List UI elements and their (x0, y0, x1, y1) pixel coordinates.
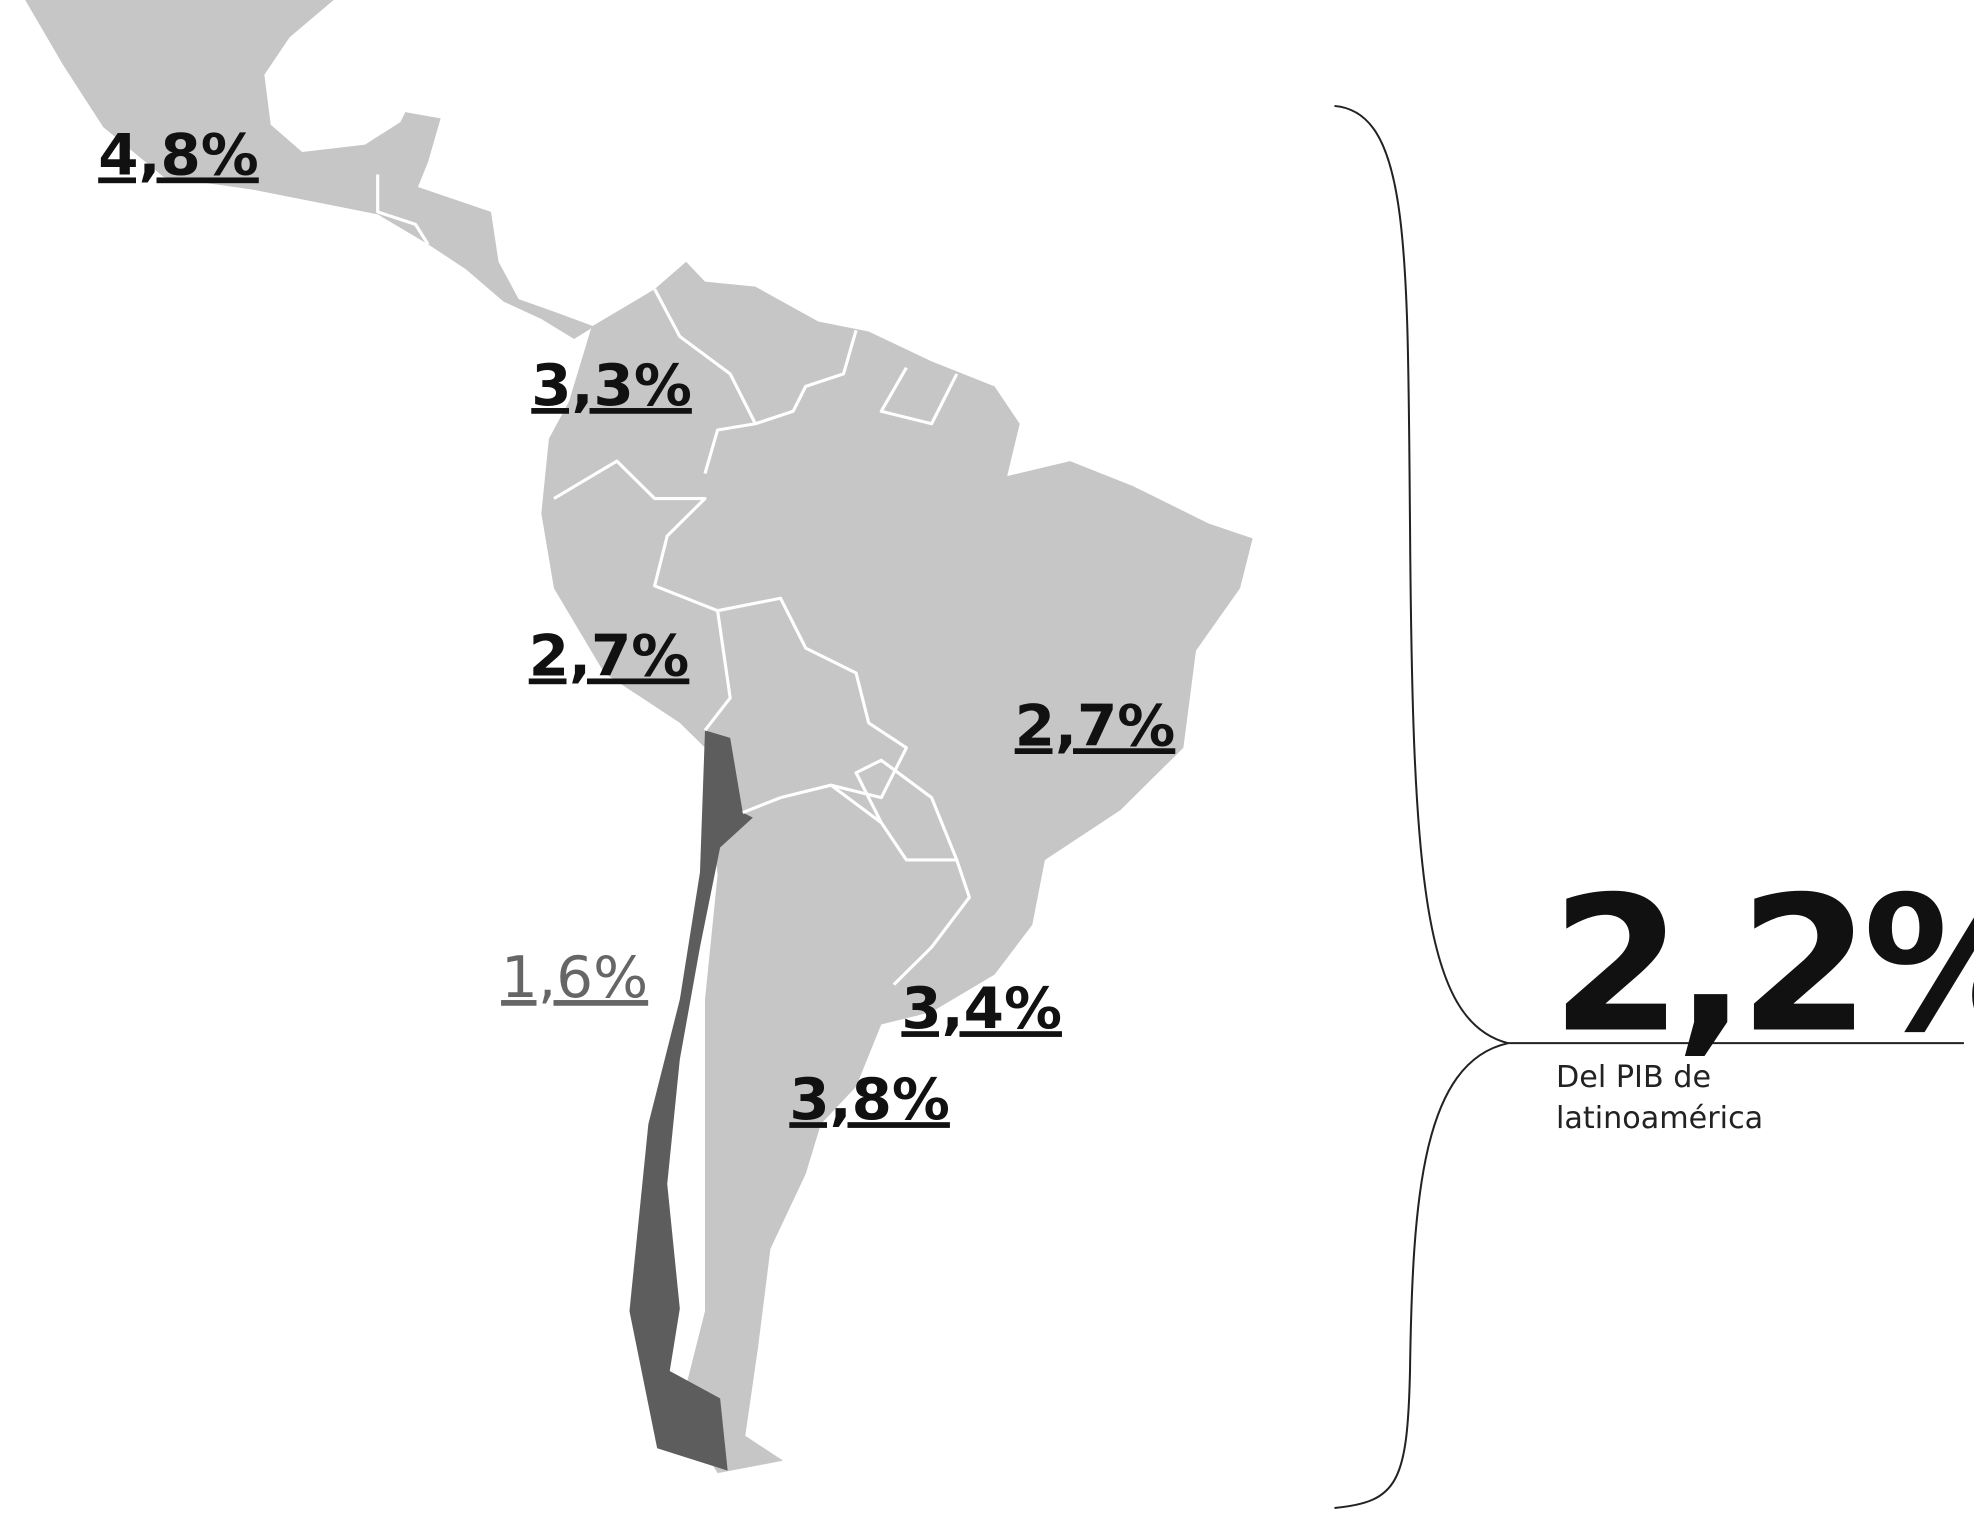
country-border (553, 459, 909, 800)
map-label: 3,3% (531, 352, 692, 419)
chile (629, 730, 753, 1471)
map-label: 2,7% (529, 623, 690, 690)
south-america (541, 261, 1253, 1474)
map-label: 4,8% (98, 122, 259, 189)
country-border (854, 758, 959, 861)
central-america (25, 0, 595, 339)
map-label: 3,8% (789, 1066, 950, 1133)
total-caption: latinoamérica (1556, 1101, 1763, 1136)
country-border (653, 288, 757, 475)
country-border (376, 174, 430, 246)
map-label: 3,4% (901, 975, 1062, 1042)
total-value: 2,2% (1551, 857, 1974, 1074)
country-border (703, 610, 732, 732)
country-border (879, 366, 959, 426)
total-caption: Del PIB de (1556, 1060, 1711, 1095)
country-border (754, 329, 858, 426)
country-border (742, 783, 971, 986)
map (25, 0, 1253, 1474)
map-label: 2,7% (1015, 693, 1176, 760)
map-label: 1,6% (501, 944, 648, 1011)
brace (1334, 104, 1509, 1510)
